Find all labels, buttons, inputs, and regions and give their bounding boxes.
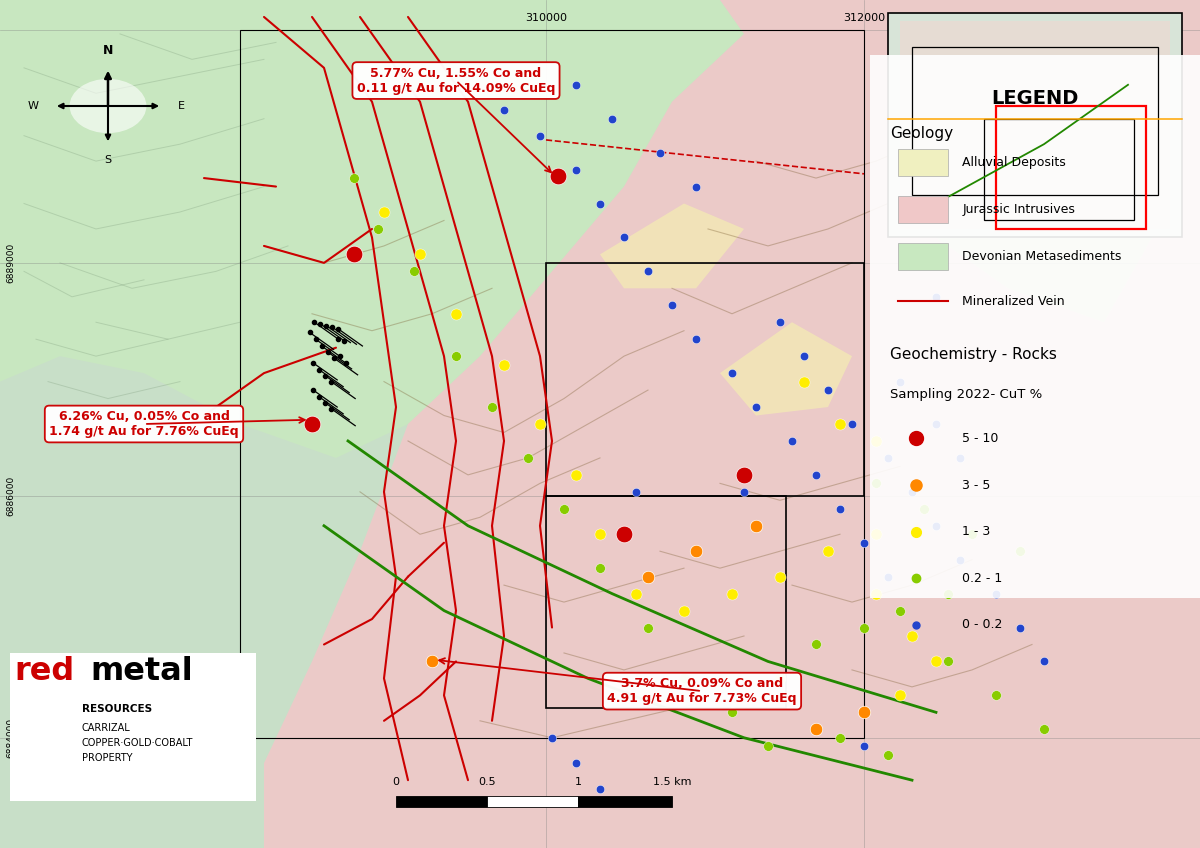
FancyBboxPatch shape xyxy=(898,196,948,223)
Polygon shape xyxy=(600,204,744,288)
Text: 5 - 10: 5 - 10 xyxy=(962,432,998,445)
Text: PROPERTY: PROPERTY xyxy=(82,753,132,763)
Text: W: W xyxy=(28,101,38,111)
Text: Mineralized Vein: Mineralized Vein xyxy=(962,294,1066,308)
FancyBboxPatch shape xyxy=(870,55,1200,598)
FancyBboxPatch shape xyxy=(888,13,1182,237)
Text: 6.26% Cu, 0.05% Co and
1.74 g/t Au for 7.76% CuEq: 6.26% Cu, 0.05% Co and 1.74 g/t Au for 7… xyxy=(49,410,239,438)
Text: CARRIZAL: CARRIZAL xyxy=(82,722,131,733)
Text: Sampling 2022- CuT %: Sampling 2022- CuT % xyxy=(890,388,1043,400)
Text: 6886000: 6886000 xyxy=(6,476,16,516)
Text: RESOURCES: RESOURCES xyxy=(82,704,151,714)
Text: E: E xyxy=(178,101,185,111)
Text: Alluvial Deposits: Alluvial Deposits xyxy=(962,156,1066,170)
Text: 1.5 km: 1.5 km xyxy=(653,777,691,787)
Text: Devonian Metasediments: Devonian Metasediments xyxy=(962,249,1122,263)
FancyBboxPatch shape xyxy=(10,653,256,801)
Circle shape xyxy=(70,79,146,133)
Text: 6884000: 6884000 xyxy=(6,717,16,758)
FancyBboxPatch shape xyxy=(578,796,672,807)
Polygon shape xyxy=(720,322,852,416)
Text: Geology: Geology xyxy=(890,126,954,141)
Polygon shape xyxy=(0,0,744,458)
Text: 0: 0 xyxy=(392,777,400,787)
Text: metal: metal xyxy=(90,656,193,687)
Polygon shape xyxy=(912,127,1152,322)
FancyBboxPatch shape xyxy=(898,149,948,176)
Text: N: N xyxy=(103,44,113,57)
Text: 0.2 - 1: 0.2 - 1 xyxy=(962,572,1003,585)
FancyBboxPatch shape xyxy=(487,796,578,807)
Text: 0 - 0.2: 0 - 0.2 xyxy=(962,618,1003,632)
Text: 6889000: 6889000 xyxy=(6,243,16,283)
Polygon shape xyxy=(264,0,1200,848)
Text: 310000: 310000 xyxy=(526,13,568,23)
Text: 0.5: 0.5 xyxy=(479,777,496,787)
Text: red: red xyxy=(14,656,74,687)
FancyBboxPatch shape xyxy=(898,243,948,270)
Text: 1 - 3: 1 - 3 xyxy=(962,525,991,538)
Text: S: S xyxy=(104,155,112,165)
Text: 1: 1 xyxy=(575,777,582,787)
Text: 5.77% Cu, 1.55% Co and
0.11 g/t Au for 14.09% CuEq: 5.77% Cu, 1.55% Co and 0.11 g/t Au for 1… xyxy=(356,66,556,95)
Text: Jurassic Intrusives: Jurassic Intrusives xyxy=(962,203,1075,216)
Text: 3.7% Cu, 0.09% Co and
4.91 g/t Au for 7.73% CuEq: 3.7% Cu, 0.09% Co and 4.91 g/t Au for 7.… xyxy=(607,677,797,706)
Text: 3 - 5: 3 - 5 xyxy=(962,478,991,492)
Polygon shape xyxy=(900,21,1170,229)
Text: COPPER·GOLD·COBALT: COPPER·GOLD·COBALT xyxy=(82,738,193,748)
FancyBboxPatch shape xyxy=(396,796,487,807)
Text: Geochemistry - Rocks: Geochemistry - Rocks xyxy=(890,347,1057,362)
Text: LEGEND: LEGEND xyxy=(991,89,1079,108)
Text: 312000: 312000 xyxy=(842,13,886,23)
